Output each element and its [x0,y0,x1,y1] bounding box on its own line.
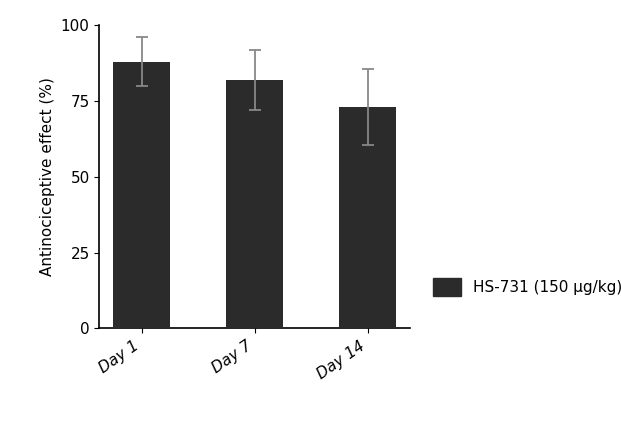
Bar [114,61,170,328]
Bar [339,107,396,328]
Legend: HS-731 (150 μg/kg): HS-731 (150 μg/kg) [433,278,621,296]
Bar [227,80,283,328]
Y-axis label: Antinociceptive effect (%): Antinociceptive effect (%) [40,77,55,276]
